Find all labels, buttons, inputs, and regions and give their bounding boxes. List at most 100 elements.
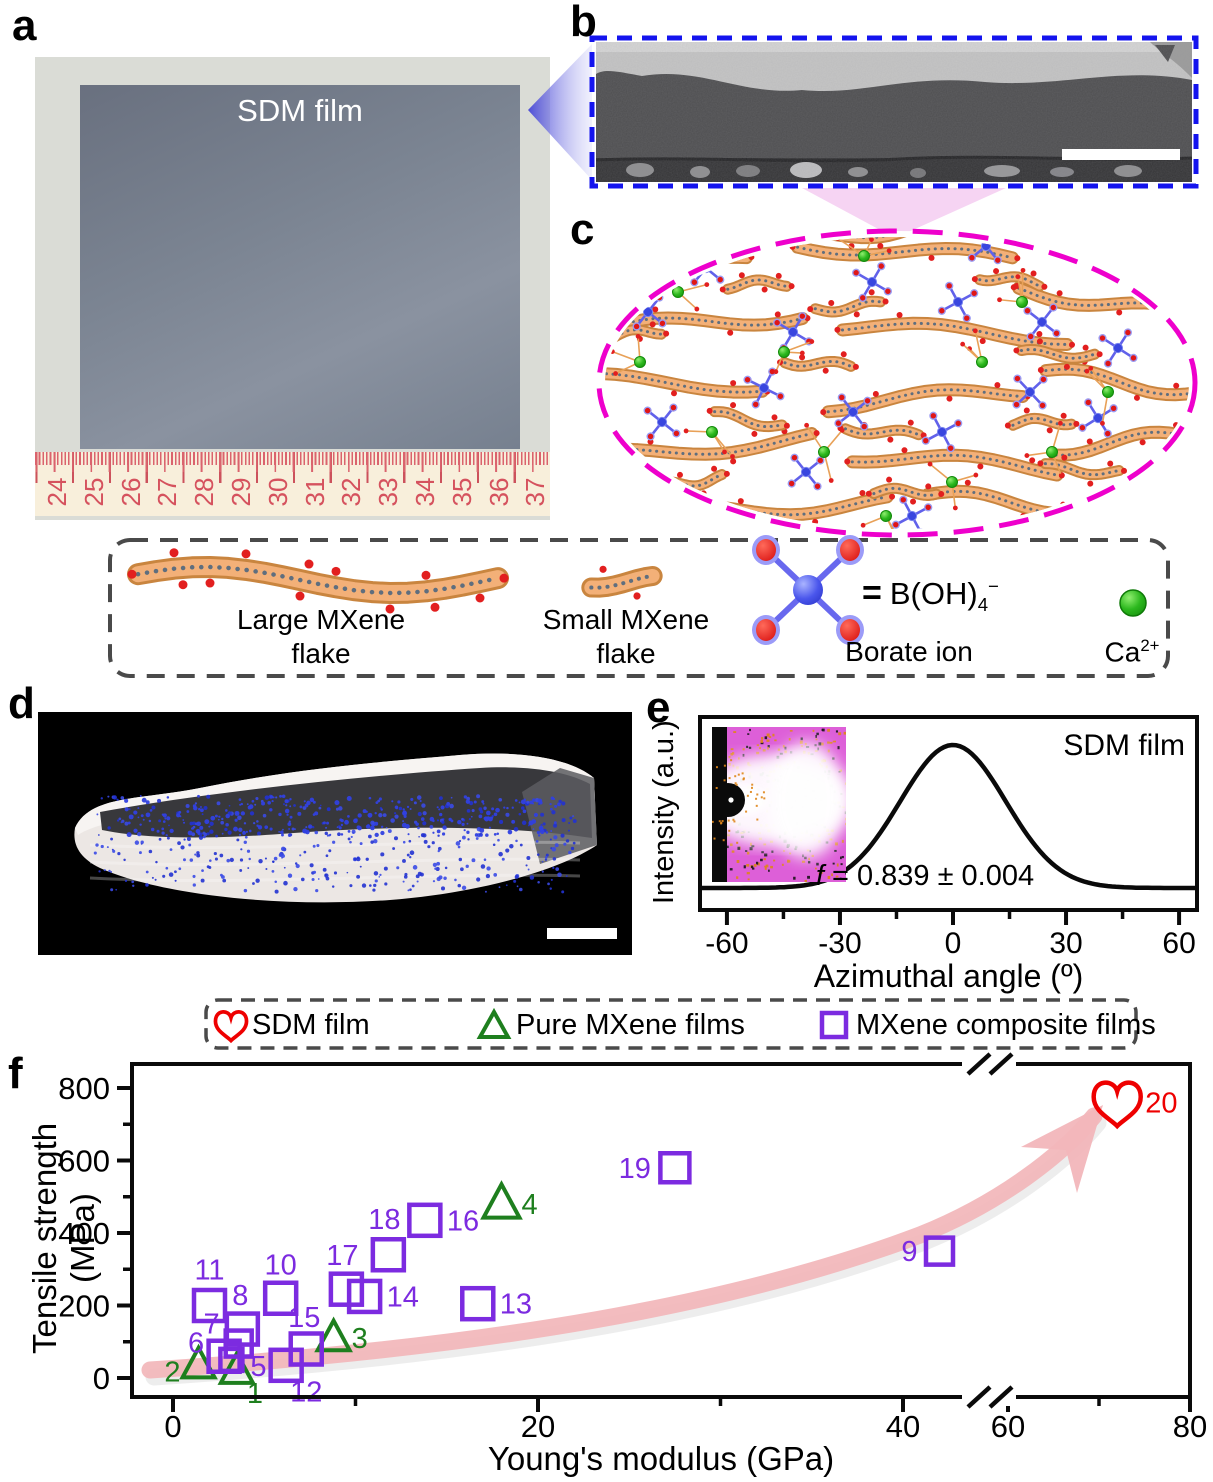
f-ylabel: Tensile strength (MPa) [26, 1122, 101, 1354]
panel-f-label: f [8, 1049, 23, 1098]
small-mxene-flake [719, 272, 795, 295]
svg-text:18: 18 [368, 1204, 400, 1236]
svg-text:20: 20 [1145, 1088, 1177, 1120]
ruler-fine-ticks [35, 452, 550, 465]
svg-text:3: 3 [352, 1323, 368, 1355]
calcium-ion [1084, 365, 1114, 426]
calcium-ion [997, 267, 1028, 308]
borate-ion [834, 393, 872, 431]
data-point-square [224, 1311, 261, 1347]
svg-text:400: 400 [58, 1216, 110, 1251]
svg-text:13: 13 [500, 1289, 532, 1321]
data-point-triangle [480, 1180, 523, 1220]
small-mxene-flake [971, 268, 1048, 292]
f-legend-pure-label: Pure MXene films [516, 1009, 745, 1041]
connector-a-to-b [528, 44, 592, 180]
data-point-square [191, 1287, 228, 1324]
svg-text:8: 8 [232, 1280, 248, 1312]
borate-ion [1098, 328, 1138, 368]
f-legend-composite-label: MXene composite films [856, 1009, 1156, 1041]
data-point-square [370, 1237, 407, 1273]
borate-ion [852, 262, 892, 302]
calcium-ion-label: Ca2+ [1104, 636, 1160, 668]
calcium-ion [927, 461, 979, 511]
svg-text:600: 600 [58, 1144, 110, 1179]
data-point-square [262, 1280, 299, 1316]
data-point-square [346, 1278, 383, 1315]
data-point-square [328, 1271, 365, 1307]
borate-ion [891, 495, 933, 529]
large-mxene-flake-icon [127, 548, 509, 614]
legend-dashed-border [108, 538, 1170, 678]
panel-a-label: a [12, 1, 37, 50]
svg-text:9: 9 [901, 1236, 917, 1268]
svg-text:40: 40 [886, 1409, 920, 1444]
borate-ion [743, 367, 785, 409]
calcium-ion [835, 237, 892, 262]
calcium-ion-icon [1119, 589, 1147, 617]
borate-ion [1078, 398, 1118, 438]
panel-e-label: e [646, 683, 671, 732]
data-point-square [407, 1202, 443, 1239]
borate-ion [921, 411, 963, 453]
svg-text:10: 10 [265, 1249, 297, 1281]
f-legend-sdm-label: SDM film [252, 1009, 370, 1041]
svg-text:30: 30 [1049, 927, 1082, 960]
large-mxene-flake [844, 447, 1065, 482]
svg-text:20: 20 [521, 1409, 555, 1444]
legend-heart-icon [213, 1010, 249, 1044]
borate-ion [1012, 374, 1048, 410]
sdm-film-photo: SDM film 24 25 26 27 28 29 30 31 32 33 34 35 36 37 [35, 57, 550, 520]
tomography-scale-bar [547, 928, 617, 939]
small-mxene-flake [777, 351, 859, 374]
e-annotation: f = 0.839 ± 0.004 [815, 860, 1035, 892]
svg-text:-30: -30 [818, 927, 861, 960]
e-ylabel: Intensity (a.u.) [648, 720, 680, 905]
svg-text:2: 2 [164, 1356, 180, 1388]
sem-scale-bar [1062, 149, 1180, 160]
film-caption: SDM film [237, 93, 363, 128]
svg-text:0: 0 [164, 1409, 181, 1444]
small-mxene-flake [1013, 338, 1103, 370]
borate-ion [787, 453, 825, 491]
svg-text:800: 800 [58, 1071, 110, 1106]
large-mxene-flake [834, 311, 1075, 351]
calcium-ion [860, 510, 896, 529]
large-flake-label-line2: flake [291, 638, 351, 669]
small-mxene-flake [807, 289, 889, 318]
small-flake-label-line2: flake [596, 638, 656, 669]
small-mxene-flake [706, 402, 790, 437]
azimuthal-plot: -60 -30 0 30 60 [698, 715, 1199, 960]
mxene-structure-schematic [596, 228, 1198, 538]
calcium-ion [683, 426, 735, 459]
legend-triangle-icon [476, 1007, 512, 1039]
calcium-ion [1024, 420, 1064, 479]
data-point-square [658, 1151, 692, 1185]
tomography-3d-image [38, 712, 632, 955]
small-flake-label-line1: Small MXene [542, 604, 710, 635]
e-series-label: SDM film [1063, 729, 1185, 762]
svg-text:5: 5 [250, 1351, 266, 1383]
f-xlabel: Young's modulus (GPa) [487, 1440, 835, 1477]
data-point-square [460, 1285, 496, 1322]
trend-arrow [141, 1107, 1103, 1379]
svg-text:60: 60 [1162, 927, 1195, 960]
f-plot-border [130, 1062, 1192, 1399]
svg-text:16: 16 [447, 1205, 479, 1237]
svg-text:-60: -60 [705, 927, 748, 960]
borate-ion [937, 281, 979, 323]
calcium-ion [804, 422, 845, 483]
panel-c-label: c [570, 205, 595, 254]
trend-arrow-head [1021, 1105, 1103, 1193]
svg-text:15: 15 [288, 1302, 320, 1334]
small-mxene-flake [865, 476, 945, 505]
data-point-square [288, 1331, 324, 1367]
waxs-inset-image [712, 727, 846, 882]
svg-text:14: 14 [387, 1281, 419, 1313]
data-point-square [923, 1235, 956, 1267]
sem-cross-section-image [589, 35, 1199, 189]
large-mxene-flake [605, 366, 771, 399]
